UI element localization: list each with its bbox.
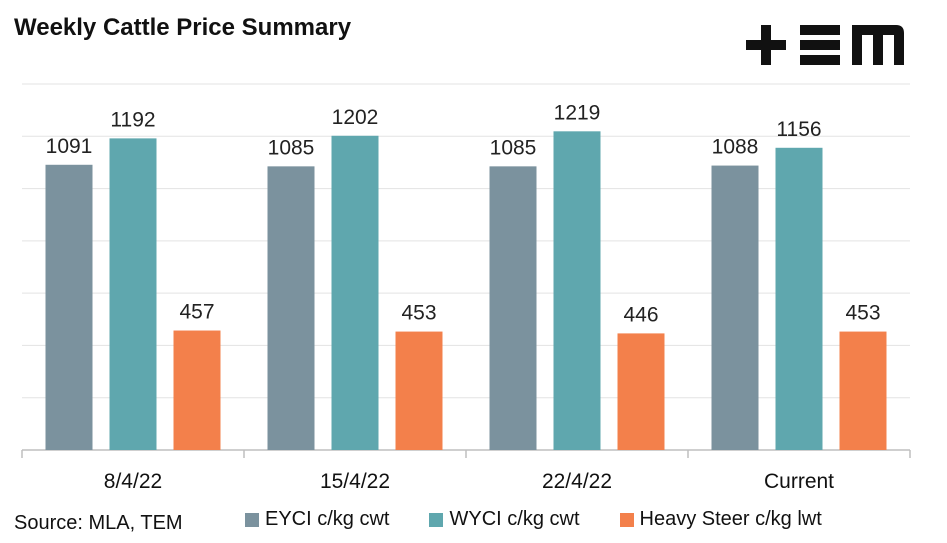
bar — [711, 165, 759, 450]
category-label: 22/4/22 — [542, 470, 612, 493]
data-label: 1085 — [490, 136, 537, 159]
bar — [839, 331, 887, 450]
legend-swatch — [245, 512, 259, 527]
data-label: 1219 — [554, 101, 601, 124]
source-note: Source: MLA, TEM — [14, 512, 183, 534]
data-label: 1088 — [712, 136, 759, 159]
data-label: 453 — [401, 302, 436, 325]
bar — [173, 330, 221, 450]
bar — [45, 164, 93, 450]
category-label: 15/4/22 — [320, 470, 390, 493]
bar — [617, 333, 665, 450]
data-label: 1091 — [46, 135, 93, 158]
data-label: 1156 — [776, 118, 821, 141]
legend-swatch — [429, 512, 444, 527]
legend-item: EYCI c/kg cwt — [245, 508, 389, 531]
data-label: 1202 — [332, 106, 379, 129]
chart-title: Weekly Cattle Price Summary — [14, 14, 352, 41]
data-label: 453 — [845, 302, 880, 325]
legend-label: Heavy Steer c/kg lwt — [639, 508, 822, 530]
legend-swatch — [619, 512, 634, 527]
bar — [553, 131, 601, 450]
bar — [267, 166, 315, 450]
bar — [489, 166, 537, 450]
bar — [395, 331, 443, 450]
data-label: 446 — [623, 303, 658, 326]
data-label: 1085 — [268, 136, 315, 159]
legend-label: EYCI c/kg cwt — [265, 508, 390, 530]
legend-item: WYCI c/kg cwt — [429, 508, 580, 531]
bar — [109, 138, 157, 450]
category-label: Current — [764, 470, 834, 493]
tem-logo — [746, 25, 904, 65]
data-label: 457 — [179, 301, 214, 324]
bar — [331, 135, 379, 450]
chart-legend: EYCI c/kg cwt WYCI c/kg cwt Heavy Steer c/… — [245, 508, 862, 531]
bar — [775, 147, 823, 450]
category-label: 8/4/22 — [104, 470, 162, 493]
legend-label: WYCI c/kg cwt — [449, 508, 580, 530]
data-label: 1192 — [110, 108, 155, 131]
legend-item: Heavy Steer c/kg lwt — [619, 508, 822, 531]
